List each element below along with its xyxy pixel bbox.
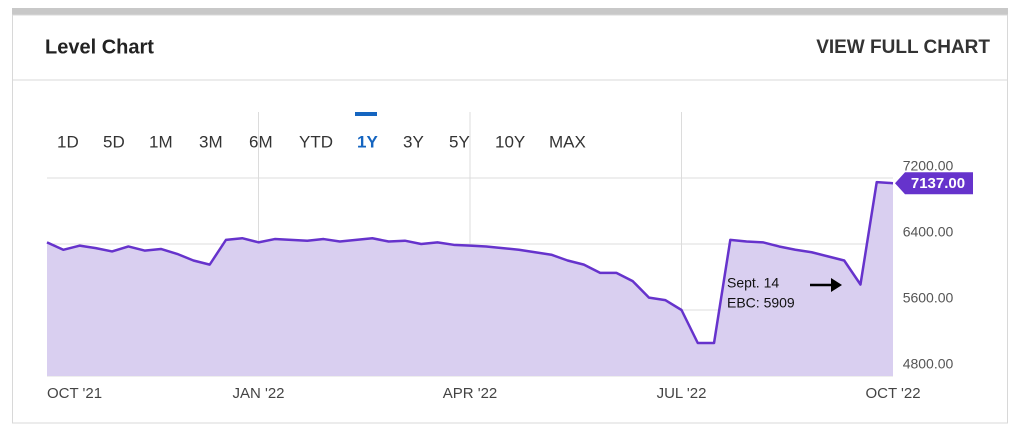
x-tick-label: OCT '22 <box>865 385 920 402</box>
range-button[interactable]: 1Y <box>357 132 378 151</box>
y-tick-label: 6400.00 <box>903 224 954 240</box>
range-selected-bar <box>355 112 377 116</box>
range-button[interactable]: MAX <box>549 132 586 151</box>
range-button[interactable]: 3M <box>199 132 223 151</box>
range-button[interactable]: YTD <box>299 132 333 151</box>
card-title: Level Chart <box>45 36 154 58</box>
annotation-text: EBC: 5909 <box>727 295 795 311</box>
y-tick-label: 7200.00 <box>903 158 954 174</box>
x-tick-label: JAN '22 <box>232 385 284 402</box>
current-value-tag <box>895 172 973 195</box>
y-tick-label: 4800.00 <box>903 356 954 372</box>
top-bar <box>12 8 1008 15</box>
series-line <box>46 180 894 345</box>
current-value-label: 7137.00 <box>911 175 965 192</box>
x-tick-label: OCT '21 <box>47 385 102 402</box>
range-button[interactable]: 6M <box>249 132 273 151</box>
view-full-chart[interactable]: VIEW FULL CHART <box>816 37 990 58</box>
y-tick-label: 5600.00 <box>903 290 954 306</box>
range-button[interactable]: 1D <box>57 132 79 151</box>
range-button[interactable]: 1M <box>149 132 173 151</box>
range-button[interactable]: 3Y <box>403 132 424 151</box>
range-button[interactable]: 5D <box>103 132 125 151</box>
annotation-arrowhead <box>831 278 842 292</box>
annotation-text: Sept. 14 <box>727 275 779 291</box>
x-tick-label: JUL '22 <box>657 385 707 402</box>
range-button[interactable]: 5Y <box>449 132 470 151</box>
area-fill <box>47 182 893 376</box>
range-button[interactable]: 10Y <box>495 132 525 151</box>
x-tick-label: APR '22 <box>443 385 498 402</box>
